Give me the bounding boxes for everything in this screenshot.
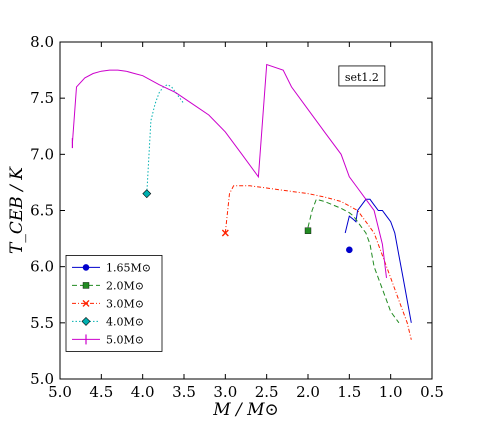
x-tick-label: 2.0 xyxy=(296,383,320,401)
series-group xyxy=(344,198,412,323)
legend-label: 2.0M⊙ xyxy=(106,279,144,292)
series-line xyxy=(344,198,412,323)
legend-label: 4.0M⊙ xyxy=(106,315,144,328)
annotation-label: set1.2 xyxy=(345,71,379,84)
x-tick-label: 4.5 xyxy=(89,383,113,401)
y-tick-label: 7.5 xyxy=(30,89,54,107)
y-axis-label: T_CEB / K xyxy=(7,166,27,254)
plot-lines xyxy=(71,63,412,340)
legend-entry: 4.0M⊙ xyxy=(72,315,144,328)
legend-label: 5.0M⊙ xyxy=(106,333,144,346)
annotation-frame xyxy=(338,65,386,87)
x-tick-label: 3.5 xyxy=(172,383,196,401)
legend-label: 3.0M⊙ xyxy=(106,297,144,310)
series-group xyxy=(142,84,185,199)
series-start-marker xyxy=(346,246,353,254)
x-tick-label: 4.0 xyxy=(131,383,155,401)
ticks: 5.0 4.5 4.0 3.5 3.0 2.5 2.0 1.5 1.0 0.5 5.0 5.5 6.0 6… xyxy=(30,33,444,401)
legend-marker xyxy=(82,264,90,271)
x-tick-label: 5.0 xyxy=(48,383,72,401)
legend-marker xyxy=(81,317,91,326)
y-tick-label: 7.0 xyxy=(30,145,54,163)
series-line xyxy=(146,84,185,194)
y-tick-label: 6.5 xyxy=(30,202,54,220)
y-tick-label: 6.0 xyxy=(30,258,54,276)
legend-marker xyxy=(82,282,90,289)
series-line xyxy=(71,63,387,278)
legend-entry: 5.0M⊙ xyxy=(72,333,144,346)
x-tick-label: 2.5 xyxy=(255,383,279,401)
legend: 1.65M⊙ 2.0M⊙ 3.0M⊙ 4.0M⊙ 5.0M⊙ xyxy=(65,255,163,352)
series-line xyxy=(307,198,400,324)
series-line xyxy=(224,185,412,340)
x-tick-label: 3.0 xyxy=(213,383,237,401)
y-tick-label: 5.5 xyxy=(30,314,54,332)
series-group xyxy=(221,185,412,340)
x-tick-label: 1.5 xyxy=(337,383,361,401)
x-axis-label: M / M⊙ xyxy=(212,400,279,420)
series-start-marker xyxy=(142,189,152,199)
series-group xyxy=(71,63,387,278)
series-group xyxy=(304,198,400,324)
legend-entry: 3.0M⊙ xyxy=(72,297,144,310)
series-start-marker xyxy=(221,229,229,237)
legend-marker xyxy=(82,299,90,307)
series-start-marker xyxy=(304,227,312,234)
legend-entry: 1.65M⊙ xyxy=(72,261,151,274)
x-tick-label: 0.5 xyxy=(420,383,444,401)
y-tick-label: 8.0 xyxy=(30,33,54,51)
x-tick-label: 1.0 xyxy=(379,383,403,401)
annotation-box: set1.2 xyxy=(338,65,386,87)
legend-entry: 2.0M⊙ xyxy=(72,279,144,292)
y-tick-label: 5.0 xyxy=(30,370,54,388)
legend-label: 1.65M⊙ xyxy=(106,261,151,274)
